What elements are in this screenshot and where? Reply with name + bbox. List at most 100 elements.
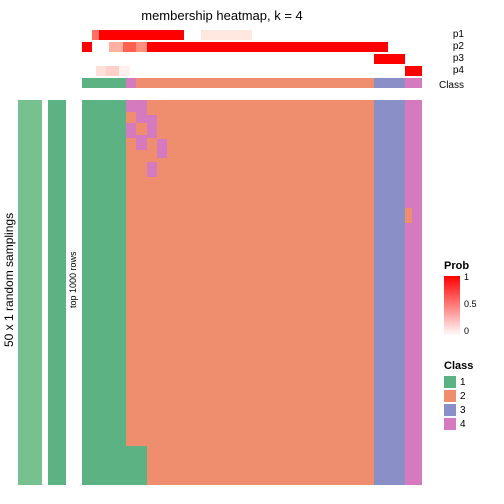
- class-cell: [126, 78, 136, 88]
- heatmap-segment: [147, 138, 157, 161]
- heat-cell: [99, 30, 184, 40]
- heatmap-segment: [147, 177, 157, 192]
- heatmap-segment: [136, 100, 146, 123]
- heatmap-segment: [136, 150, 146, 446]
- p-row-4: [82, 66, 422, 76]
- class-swatch: [444, 390, 456, 402]
- heatmap-segment: [157, 100, 167, 139]
- class-legend-label: 2: [460, 391, 466, 402]
- heatmap-segment: [147, 162, 157, 177]
- heatmap-segment: [126, 123, 136, 138]
- heat-cell: [252, 30, 422, 40]
- heatmap-segment: [374, 100, 405, 485]
- heat-cell: [109, 42, 123, 52]
- heat-cell: [92, 42, 109, 52]
- heatmap-segment: [126, 100, 136, 112]
- heat-cell: [92, 30, 99, 40]
- heatmap-segment: [126, 112, 136, 124]
- heatmap-segment: [405, 223, 412, 485]
- class-legend-label: 1: [460, 377, 466, 388]
- prob-ticks: 10.50: [464, 276, 484, 336]
- p-row-label: p4: [453, 65, 464, 76]
- heatmap-segment: [136, 446, 146, 485]
- prob-legend-title: Prob: [444, 260, 498, 272]
- p-row-3: [82, 54, 422, 64]
- heatmap-column: [167, 100, 374, 485]
- heatmap-segment: [157, 158, 167, 485]
- heat-cell: [405, 54, 422, 64]
- heat-cell: [96, 66, 106, 76]
- heat-cell: [123, 42, 137, 52]
- heat-cell: [147, 42, 388, 52]
- class-legend-item: 2: [444, 390, 498, 402]
- heatmap-segment: [157, 139, 167, 158]
- class-legend-item: 1: [444, 376, 498, 388]
- rows-label: top 1000 rows: [68, 100, 78, 460]
- class-cell: [374, 78, 405, 88]
- heat-cell: [201, 30, 252, 40]
- sampling-bar: [18, 100, 42, 485]
- heat-cell: [82, 30, 92, 40]
- prob-legend: Prob 10.50: [444, 260, 498, 336]
- class-cell: [82, 78, 92, 88]
- class-swatch: [444, 376, 456, 388]
- prob-tick: 0.5: [464, 299, 477, 309]
- class-cell: [136, 78, 374, 88]
- p-row-label: p1: [453, 29, 464, 40]
- class-cell: [99, 78, 126, 88]
- main-heatmap: [82, 100, 422, 485]
- heat-cell: [82, 42, 92, 52]
- chart-title: membership heatmap, k = 4: [0, 8, 444, 23]
- heatmap-segment: [82, 100, 126, 458]
- heatmap-column: [412, 100, 422, 485]
- p-row-label: p3: [453, 53, 464, 64]
- heatmap-segment: [147, 100, 157, 115]
- heatmap-column: [147, 100, 157, 485]
- heatmap-column: [82, 100, 126, 485]
- heat-cell: [136, 42, 146, 52]
- class-legend: Class 1 2 3 4: [444, 360, 498, 432]
- heatmap-segment: [405, 208, 412, 223]
- heat-cell: [119, 66, 129, 76]
- class-cell: [92, 78, 99, 88]
- class-legend-label: 4: [460, 419, 466, 430]
- heatmap-column: [405, 100, 412, 485]
- heatmap-segment: [136, 123, 146, 135]
- prob-tick: 0: [464, 326, 469, 336]
- heatmap-segment: [405, 100, 412, 208]
- heatmap-segment: [147, 115, 157, 138]
- heat-cell: [184, 30, 201, 40]
- p-row-label: p2: [453, 41, 464, 52]
- heatmap-column: [157, 100, 167, 485]
- class-row-label: Class: [439, 80, 464, 91]
- heat-cell: [106, 66, 120, 76]
- class-legend-item: 3: [444, 404, 498, 416]
- rows-bar: [48, 100, 66, 485]
- class-swatch: [444, 418, 456, 430]
- heatmap-segment: [82, 458, 126, 485]
- prob-tick: 1: [464, 272, 469, 282]
- sampling-label: 50 x 1 random samplings: [2, 100, 16, 460]
- heat-cell: [130, 66, 405, 76]
- heatmap-segment: [167, 100, 374, 485]
- p-row-1: [82, 30, 422, 40]
- heatmap-segment: [126, 446, 136, 485]
- heatmap-segment: [136, 135, 146, 150]
- class-swatch: [444, 404, 456, 416]
- heatmap-segment: [126, 138, 136, 446]
- heatmap-column: [126, 100, 136, 485]
- heatmap-segment: [147, 192, 157, 485]
- heat-cell: [388, 42, 422, 52]
- heatmap-segment: [412, 100, 422, 485]
- annotation-rows: [82, 30, 422, 88]
- heat-cell: [374, 54, 405, 64]
- class-legend-title: Class: [444, 360, 498, 372]
- prob-gradient: [444, 276, 460, 336]
- heat-cell: [405, 66, 422, 76]
- heatmap-column: [136, 100, 146, 485]
- p-row-2: [82, 42, 422, 52]
- heat-cell: [82, 66, 96, 76]
- class-legend-item: 4: [444, 418, 498, 430]
- heatmap-column: [374, 100, 405, 485]
- class-cell: [405, 78, 422, 88]
